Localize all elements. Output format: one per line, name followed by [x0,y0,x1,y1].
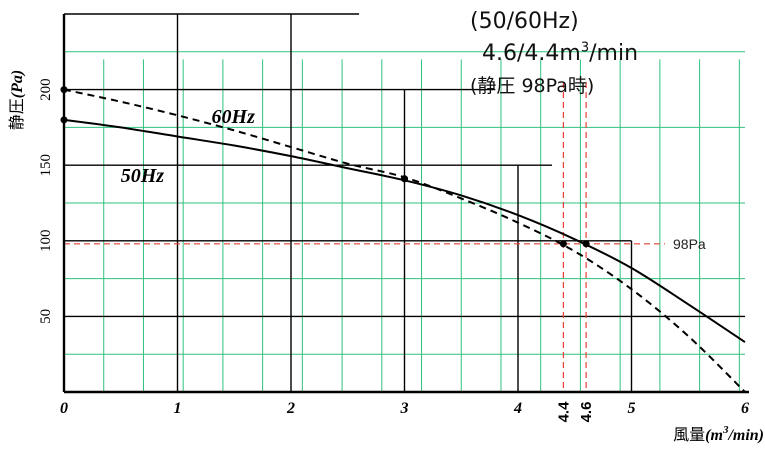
spec-airflow-value: 4.6/4.4m [482,41,581,66]
y-tick-label: 200 [38,78,54,101]
ref-line-label: 98Pa [673,236,706,252]
y-axis-title-main: 静圧 [8,98,26,130]
x-tick-label: 5 [628,400,636,417]
x-axis-title-unit-post: /min) [727,427,764,444]
y-axis-title: 静圧(Pa) [8,70,26,130]
curve-marker-60hz [401,175,408,183]
x-axis-title-unit-exp: 3 [722,424,729,436]
spec-airflow-exponent: 3 [580,40,590,56]
reference-lines: 98Pa [64,82,706,392]
axes [62,14,749,394]
y-axis-title-unit: (Pa) [9,70,26,98]
x-tick-label: 6 [741,400,749,417]
spec-frequency: (50/60Hz) [470,9,579,34]
y-tick-label: 150 [38,154,54,177]
x-tick-label: 4 [513,400,522,417]
major-grid [64,13,745,392]
series-label-60hz: 60Hz [212,106,256,128]
y-tick-label: 50 [38,309,54,324]
spec-airflow: 4.6/4.4m3/min [470,38,760,70]
op-point-marker [559,240,567,248]
spec-condition: (静圧 98Pa時) [470,75,595,97]
x-axis-title-unit-pre: (m [705,427,723,444]
y-tick-label: 100 [38,230,54,253]
spec-airflow-unit: /min [589,41,639,66]
x-tick-label: 0 [60,400,68,417]
x-tick-label: 3 [400,400,409,417]
op-point-label: 4.4 [555,401,572,423]
series-label-50hz: 50Hz [121,165,165,187]
x-axis-title: 風量(m3/min) [673,424,764,444]
x-tick-label: 2 [286,400,295,417]
x-axis-title-main: 風量 [673,427,705,444]
curve-markers [60,86,590,248]
op-point-marker [582,240,590,248]
spec-panel: (50/60Hz) 4.6/4.4m3/min (静圧 98Pa時) [470,6,760,102]
op-point-label: 4.6 [578,402,595,423]
x-tick-label: 1 [174,400,182,417]
